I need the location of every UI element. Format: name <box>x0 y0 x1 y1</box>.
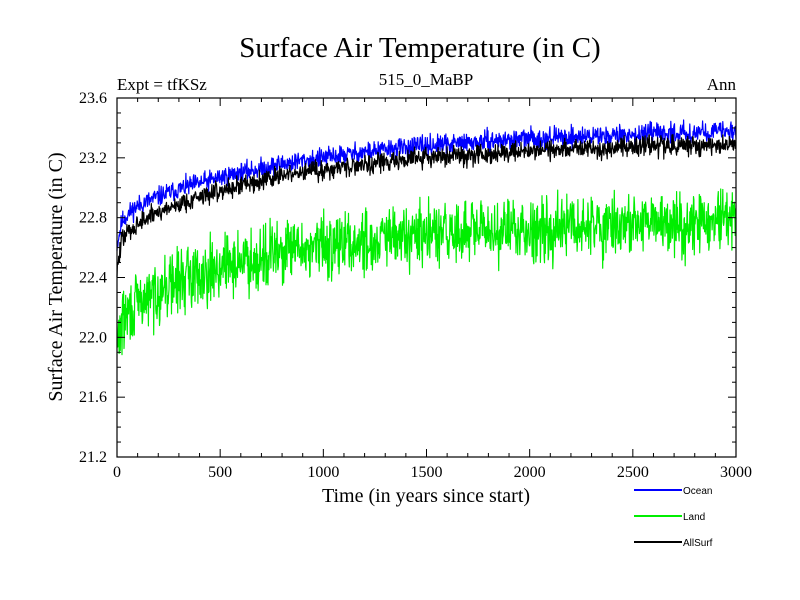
x-axis-label: Time (in years since start) <box>322 485 530 507</box>
y-tick-label: 23.6 <box>79 90 107 107</box>
y-tick-label: 22.8 <box>79 210 107 227</box>
y-axis: 21.2 21.6 22.0 22.4 22.8 23.2 23.6 <box>79 90 736 466</box>
y-tick-label: 21.2 <box>79 449 107 466</box>
x-tick-label: 3000 <box>720 464 752 481</box>
x-tick-label: 0 <box>113 464 121 481</box>
y-tick-label: 21.6 <box>79 389 107 406</box>
series-line-allsurf <box>116 134 737 277</box>
y-axis-label: Surface Air Temperature (in C) <box>45 152 67 401</box>
legend-label-ocean: Ocean <box>683 486 712 497</box>
x-tick-label: 1500 <box>411 464 443 481</box>
y-tick-label: 22.0 <box>79 329 107 346</box>
legend-label-land: Land <box>683 512 705 523</box>
series-line-ocean <box>116 119 737 251</box>
legend: Ocean Land AllSurf <box>634 486 713 549</box>
series-layer <box>116 119 737 356</box>
chart-title: Surface Air Temperature (in C) <box>239 32 600 64</box>
series-line-land <box>116 188 737 356</box>
x-tick-label: 2500 <box>617 464 649 481</box>
subtitle-experiment: Expt = tfKSz <box>117 75 207 94</box>
legend-label-allsurf: AllSurf <box>683 538 713 549</box>
x-tick-label: 1000 <box>307 464 339 481</box>
y-tick-label: 23.2 <box>79 150 107 167</box>
subtitle-period: Ann <box>707 75 737 94</box>
subtitle-run-name: 515_0_MaBP <box>379 70 473 89</box>
x-tick-label: 2000 <box>514 464 546 481</box>
y-tick-label: 22.4 <box>79 270 107 287</box>
x-axis: 0 500 1000 1500 2000 2500 3000 <box>113 98 752 481</box>
x-tick-label: 500 <box>208 464 232 481</box>
